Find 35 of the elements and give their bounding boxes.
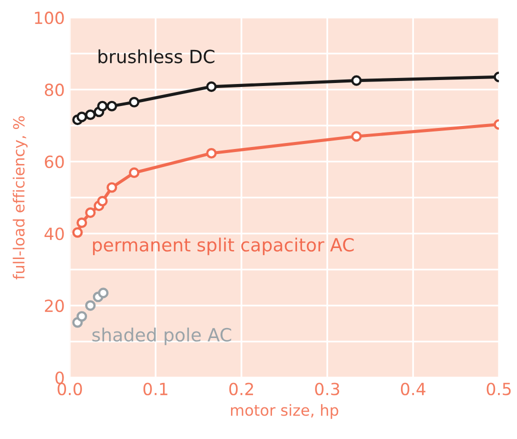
x-tick-label: 0.3 (315, 382, 340, 396)
y-tick-label: 0 (55, 372, 64, 384)
x-tick-label: 0.0 (58, 382, 82, 396)
point (76, 112, 88, 122)
y-tick-label: 20 (44, 300, 64, 312)
point (85, 300, 96, 311)
point (98, 288, 109, 298)
point (76, 311, 88, 322)
y-tick-label: 40 (44, 228, 64, 240)
point (128, 167, 140, 178)
point (351, 131, 362, 142)
y-tick-label: 60 (44, 156, 64, 168)
y-tick-label: 100 (34, 12, 64, 24)
point (97, 100, 108, 112)
point (106, 100, 118, 112)
x-tick-label: 0.4 (400, 382, 426, 396)
point (76, 217, 88, 228)
point (85, 109, 96, 120)
x-tick-label: 0.2 (229, 382, 254, 396)
y-tick-label: 80 (44, 84, 64, 96)
point (106, 182, 118, 193)
point (128, 96, 140, 108)
point (97, 196, 108, 206)
point (85, 207, 96, 218)
series-label: shaded pole AC (92, 328, 232, 346)
x-axis-title: motor size, hp (231, 404, 338, 419)
series-label: permanent split capacitor AC (93, 238, 354, 256)
y-axis-title: full-load efficiency, % (12, 116, 28, 280)
point (351, 75, 362, 86)
x-tick-label: 0.1 (143, 382, 168, 396)
point (206, 148, 217, 159)
point (72, 227, 83, 238)
series-label: brushless DC (98, 49, 214, 64)
x-tick-label: 0.5 (486, 382, 511, 396)
point (206, 81, 217, 92)
